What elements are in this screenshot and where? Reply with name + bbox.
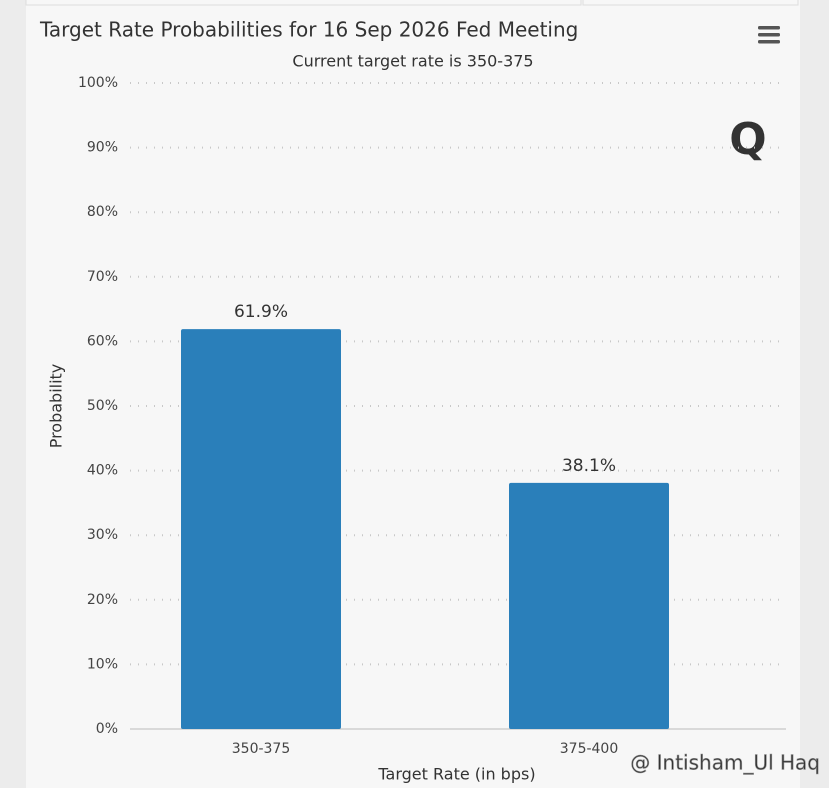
y-tick-label: 80% <box>87 204 118 220</box>
y-axis-label: Probability <box>47 364 66 449</box>
data-label: 61.9% <box>234 302 288 322</box>
y-tick-label: 30% <box>87 527 118 543</box>
bar <box>181 329 341 729</box>
y-tick-label: 10% <box>87 656 118 672</box>
y-tick-label: 90% <box>87 140 118 156</box>
top-frame <box>582 0 799 6</box>
watermark: @ Intisham_Ul Haq <box>630 751 820 775</box>
logo: Q <box>729 114 766 165</box>
x-tick-label: 375-400 <box>560 741 619 757</box>
chart-subtitle: Current target rate is 350-375 <box>292 52 533 71</box>
y-tick-label: 40% <box>87 463 118 479</box>
top-frame <box>25 0 582 6</box>
y-tick-label: 100% <box>78 75 118 91</box>
x-tick-label: 350-375 <box>232 741 291 757</box>
y-tick-label: 60% <box>87 333 118 349</box>
chart-title: Target Rate Probabilities for 16 Sep 202… <box>39 18 578 42</box>
chart-background <box>26 0 800 788</box>
y-tick-label: 20% <box>87 592 118 608</box>
bar <box>509 482 669 729</box>
y-tick-label: 50% <box>87 398 118 414</box>
data-label: 38.1% <box>562 456 616 476</box>
x-axis-label: Target Rate (in bps) <box>377 765 535 784</box>
y-tick-label: 0% <box>96 721 118 737</box>
y-tick-label: 70% <box>87 269 118 285</box>
menu-icon[interactable] <box>758 26 780 44</box>
